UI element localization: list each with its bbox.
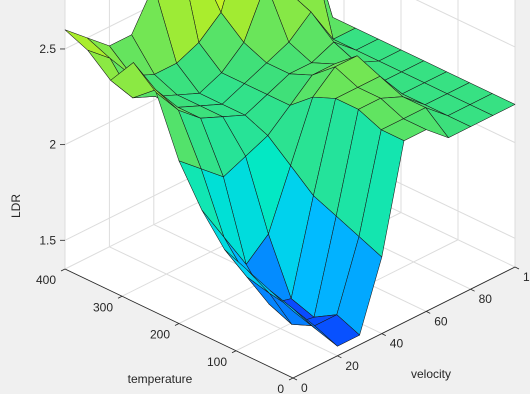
surface-mesh <box>64 0 516 347</box>
velocity-axis-line <box>292 266 516 379</box>
temperature-tick-mark <box>117 295 123 299</box>
z-axis-label: LDR <box>9 194 23 218</box>
y-axis-label: temperature <box>128 372 193 386</box>
ldr-tick-label: 2.5 <box>39 42 56 56</box>
velocity-tick-mark <box>292 377 298 381</box>
ldr-tick-label: 2 <box>49 138 56 152</box>
gridline-left-wall-ldr <box>64 0 165 50</box>
tick-labels: 0 20 40 60 80 100 0 100 200 300 400 1.5 2 2.5 <box>36 42 530 394</box>
temperature-tick-label: 100 <box>207 355 227 369</box>
surface-patch <box>269 290 316 329</box>
x-axis-label: velocity <box>411 367 451 381</box>
temperature-tick-mark <box>231 350 237 354</box>
temperature-tick-label: 300 <box>93 300 113 314</box>
velocity-tick-label: 40 <box>390 337 404 351</box>
velocity-tick-mark <box>381 333 386 336</box>
temperature-tick-label: 200 <box>150 328 170 342</box>
velocity-tick-mark <box>337 355 342 359</box>
velocity-tick-label: 20 <box>345 359 359 373</box>
axes-front-edges <box>60 48 520 381</box>
temperature-tick-mark <box>174 323 180 326</box>
velocity-tick-mark <box>514 266 520 270</box>
velocity-tick-label: 0 <box>301 381 308 394</box>
velocity-tick-mark <box>426 311 431 314</box>
temperature-tick-label: 400 <box>36 273 56 287</box>
velocity-tick-mark <box>470 288 475 292</box>
gridline-right-wall-ldr <box>415 0 516 48</box>
temperature-tick-mark <box>60 268 66 272</box>
velocity-tick-label: 100 <box>523 270 530 284</box>
temperature-tick-mark <box>288 377 294 381</box>
velocity-tick-label: 60 <box>434 314 448 328</box>
velocity-tick-label: 80 <box>479 292 493 306</box>
surface-patch <box>214 0 225 13</box>
temperature-tick-label: 0 <box>277 382 284 394</box>
ldr-tick-label: 1.5 <box>39 233 56 247</box>
